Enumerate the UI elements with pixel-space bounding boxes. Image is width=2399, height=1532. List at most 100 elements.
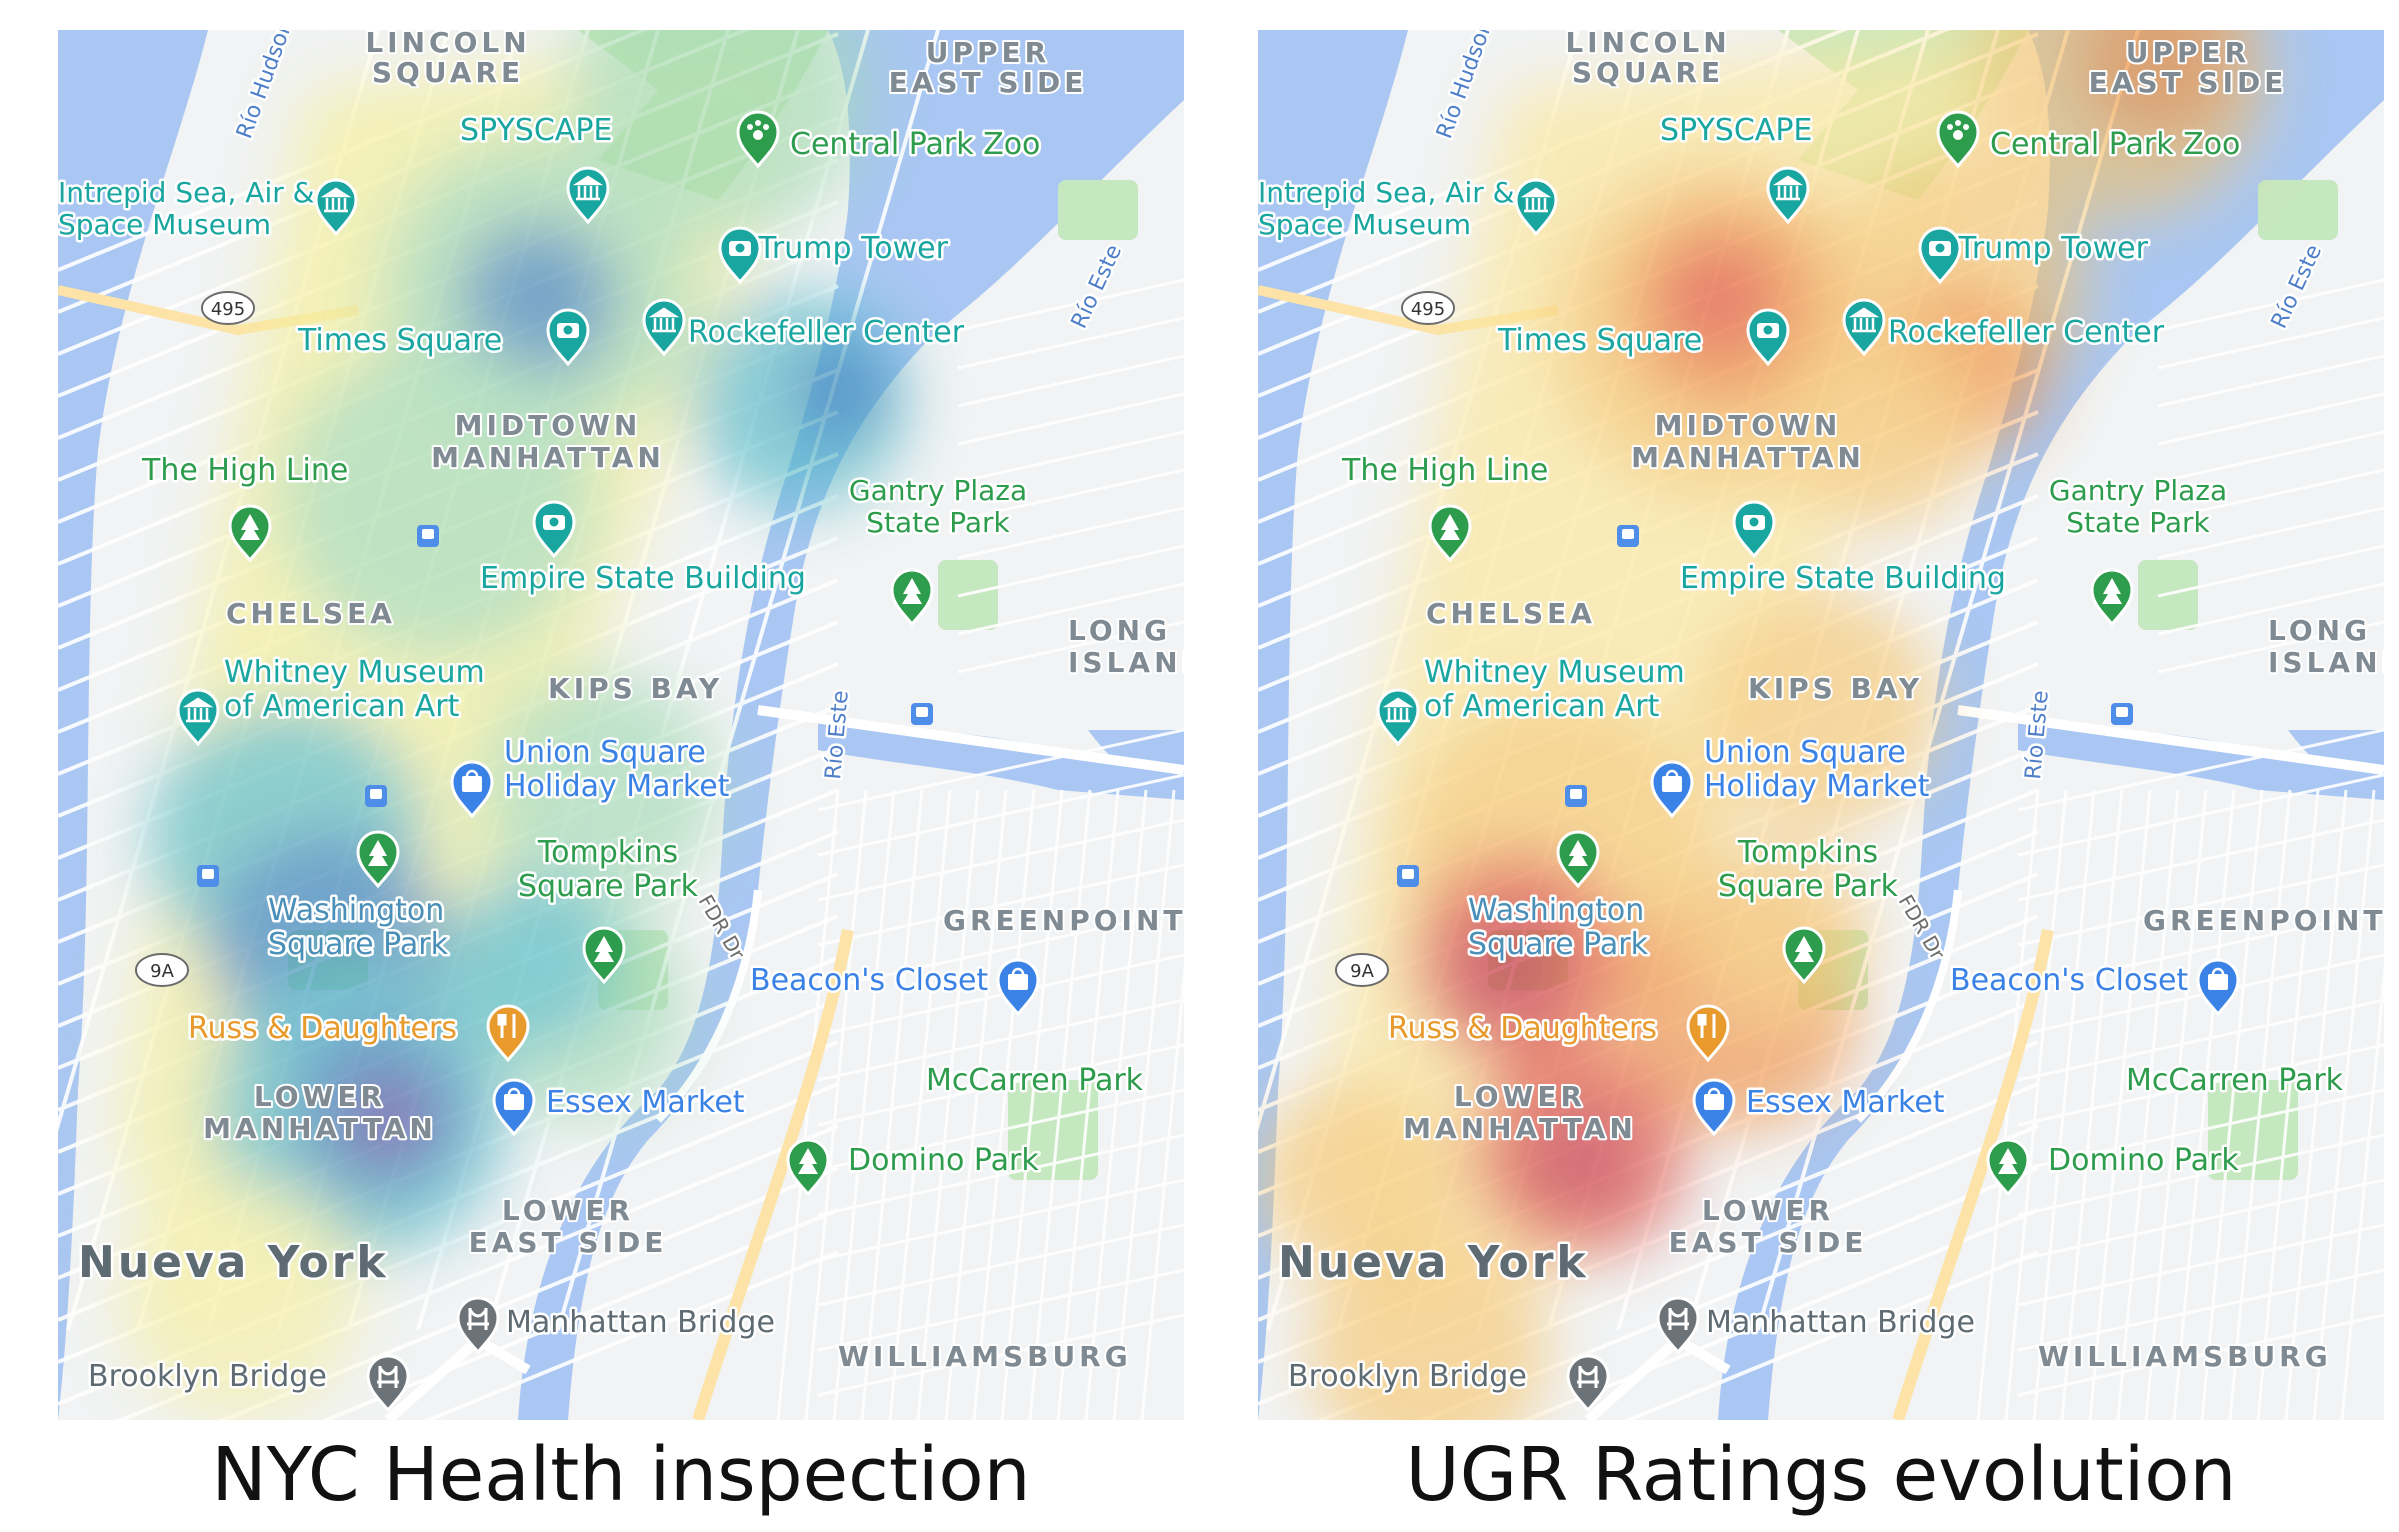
heat-blob xyxy=(1523,1105,1633,1215)
roosevelt-park-area xyxy=(1058,180,1138,240)
empire-state-marker xyxy=(1732,500,1776,559)
whitney-marker xyxy=(1376,688,1420,747)
essex-market-marker xyxy=(492,1078,536,1137)
label-essex-market: Essex Market xyxy=(1746,1085,1945,1120)
label-williamsburg: WILLIAMSBURG xyxy=(2038,1340,2332,1373)
heat-blob xyxy=(1698,590,1938,830)
domino-park-marker xyxy=(1986,1138,2030,1197)
bqe-highway xyxy=(1892,928,2054,1420)
heat-blob xyxy=(1688,840,1868,1020)
fdr-drive xyxy=(1855,889,1962,1123)
label-empire-state: Empire State Building xyxy=(480,561,806,596)
midtown-tunnel-road xyxy=(1957,705,2384,775)
rockefeller-center-marker xyxy=(642,298,686,357)
route-495-shield-icon: 495 xyxy=(201,291,255,325)
transit-station-icon xyxy=(1397,865,1419,887)
label-kips-bay: KIPS BAY xyxy=(548,672,723,705)
gantry-plaza-marker xyxy=(890,568,934,627)
label-lower-manhattan: LOWER MANHATTAN xyxy=(1403,1080,1637,1145)
fdr-drive xyxy=(655,889,762,1123)
tompkins-marker xyxy=(1782,926,1826,985)
beacons-closet-marker xyxy=(996,958,1040,1017)
label-whitney: Whitney Museum of American Art xyxy=(1424,655,1685,724)
russ-daughters-marker xyxy=(1686,1004,1730,1063)
label-gantry-plaza: Gantry Plaza State Park xyxy=(2049,474,2227,539)
heat-blob xyxy=(118,1180,358,1420)
washington-area-marker xyxy=(356,830,400,889)
map-labels: LINCOLN SQUARE UPPER EAST SIDE MIDTOWN MANHAT… xyxy=(58,30,1184,1397)
transit-station-icon xyxy=(911,703,933,725)
label-times-square: Times Square xyxy=(297,323,502,358)
label-beacons-closet: Beacon's Closet xyxy=(1950,963,2188,998)
transit-station-icon xyxy=(1617,525,1639,547)
russ-daughters-marker xyxy=(486,1004,530,1063)
label-upper-east-side: UPPER EAST SIDE xyxy=(889,36,1088,99)
heat-blob xyxy=(478,670,718,910)
times-square-marker xyxy=(1746,308,1790,367)
tompkins-marker xyxy=(582,926,626,985)
east-river xyxy=(1718,30,2384,1420)
outer-borough-grid xyxy=(1976,278,2384,1420)
svg-text:9A: 9A xyxy=(150,961,174,982)
label-domino-park: Domino Park xyxy=(2048,1143,2239,1178)
heat-blob xyxy=(1778,330,1978,530)
domino-park-marker xyxy=(786,1138,830,1197)
map-labels: LINCOLN SQUARE UPPER EAST SIDE MIDTOWN MANHAT… xyxy=(1258,30,2384,1397)
trump-tower-marker xyxy=(718,226,762,285)
roosevelt-park-area xyxy=(2258,180,2338,240)
heat-blob xyxy=(788,340,888,440)
heatmap-overlay xyxy=(118,30,908,1420)
hudson-river xyxy=(58,30,208,1420)
ugr-ratings-caption: UGR Ratings evolution xyxy=(1405,1432,2237,1518)
label-lower-east-side: LOWER EAST SIDE xyxy=(1669,1194,1868,1259)
high-line-marker xyxy=(228,504,272,563)
label-mccarren-park: McCarren Park xyxy=(2126,1063,2344,1098)
ugr-ratings-map[interactable]: LINCOLN SQUARE UPPER EAST SIDE MIDTOWN MANHAT… xyxy=(1258,30,2384,1420)
label-essex-market: Essex Market xyxy=(546,1085,745,1120)
central-park-zoo-marker xyxy=(736,110,780,169)
union-square-marker xyxy=(1650,760,1694,819)
health-inspection-caption: NYC Health inspection xyxy=(211,1432,1031,1518)
health-inspection-map[interactable]: LINCOLN SQUARE UPPER EAST SIDE MIDTOWN MANHAT… xyxy=(58,30,1184,1420)
label-brooklyn-bridge: Brooklyn Bridge xyxy=(1288,1359,1527,1394)
brooklyn-bridge-marker xyxy=(1566,1354,1610,1413)
label-midtown-manhattan: MIDTOWN MANHATTAN xyxy=(1631,409,1865,474)
label-nueva-york: Nueva York xyxy=(1278,1237,1589,1288)
label-greenpoint: GREENPOINT xyxy=(2143,904,2384,937)
route-495-shield-icon: 495 xyxy=(1401,291,1455,325)
label-spyscape: SPYSCAPE xyxy=(460,113,612,148)
label-upper-east-side: UPPER EAST SIDE xyxy=(2089,36,2288,99)
label-tompkins: Tompkins Square Park xyxy=(1718,835,1899,904)
label-union-square: Union Square Holiday Market xyxy=(1704,735,1930,804)
label-russ-daughters: Russ & Daughters xyxy=(188,1011,457,1046)
label-kips-bay: KIPS BAY xyxy=(1748,672,1923,705)
rockefeller-center-marker xyxy=(1842,298,1886,357)
health-inspection-map-panel: LINCOLN SQUARE UPPER EAST SIDE MIDTOWN MANHAT… xyxy=(58,30,1184,1420)
heat-blob xyxy=(343,1075,433,1165)
route-9a-shield-icon: 9A xyxy=(1335,953,1389,987)
heat-blob xyxy=(1258,1080,1458,1280)
transit-station-icon xyxy=(2111,703,2133,725)
label-greenpoint: GREENPOINT xyxy=(943,904,1184,937)
map-markers: 495 9A xyxy=(135,110,1040,1413)
heat-blob xyxy=(278,340,598,660)
newtown-creek xyxy=(818,720,1184,800)
label-long-island-city: LONGISLAND CITY xyxy=(2268,614,2384,679)
label-times-square: Times Square xyxy=(1497,323,1702,358)
label-williamsburg: WILLIAMSBURG xyxy=(838,1340,1132,1373)
label-intrepid: Intrepid Sea, Air & Space Museum xyxy=(58,176,314,241)
label-trump-tower: Trump Tower xyxy=(1957,231,2149,266)
route-9a-shield-icon: 9A xyxy=(135,953,189,987)
label-lincoln-square: LINCOLN SQUARE xyxy=(365,30,530,89)
beacons-closet-marker xyxy=(2196,958,2240,1017)
essex-market-marker xyxy=(1692,1078,1736,1137)
intrepid-marker xyxy=(314,178,358,237)
ugr-ratings-map-panel: LINCOLN SQUARE UPPER EAST SIDE MIDTOWN MANHAT… xyxy=(1258,30,2384,1420)
brooklyn-bridge-marker xyxy=(366,1354,410,1413)
svg-text:495: 495 xyxy=(1411,299,1445,320)
high-line-marker xyxy=(1428,504,1472,563)
label-central-park-zoo: Central Park Zoo xyxy=(790,127,1040,162)
label-manhattan-bridge: Manhattan Bridge xyxy=(506,1305,775,1340)
svg-text:9A: 9A xyxy=(1350,961,1374,982)
whitney-marker xyxy=(176,688,220,747)
